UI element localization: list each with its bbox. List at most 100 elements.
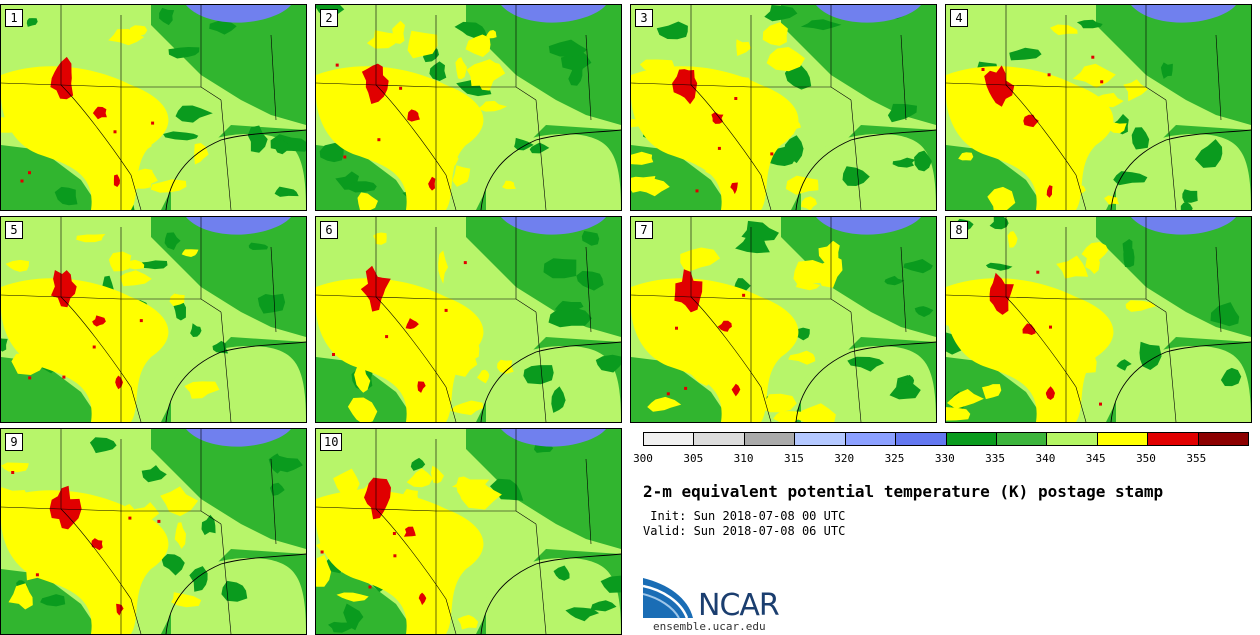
moist-patch (680, 247, 721, 273)
moist-patch (30, 523, 53, 539)
dry-patch (190, 323, 202, 337)
moist-patch (985, 341, 1033, 365)
moist-patch (639, 59, 675, 74)
member-number: 2 (320, 9, 338, 27)
hot-pixel (393, 554, 397, 558)
state-boundary (1005, 296, 1087, 422)
state-boundary (220, 311, 232, 422)
hot-spot (364, 477, 391, 520)
moist-region (316, 66, 484, 210)
dry-patch (247, 125, 268, 153)
colorbar-swatch (644, 433, 694, 445)
gulf-region (486, 346, 621, 422)
ncar-wordmark: NCAR (698, 588, 780, 623)
state-boundary (60, 84, 142, 210)
dry-patch (274, 455, 303, 473)
lake (501, 5, 606, 23)
dry-patch (523, 365, 554, 385)
dry-patch (26, 18, 38, 27)
moist-patch (801, 196, 818, 210)
moist-patch (1049, 24, 1078, 36)
member-number: 3 (635, 9, 653, 27)
dry-region (1096, 5, 1251, 125)
hot-pixel (981, 68, 985, 71)
moist-patch (117, 609, 136, 625)
state-boundary (120, 227, 222, 313)
dry-patch (884, 275, 905, 286)
dry-patch (514, 137, 534, 151)
hot-pixel (320, 550, 324, 554)
moist-patch (110, 137, 140, 150)
state-boundary (270, 246, 277, 333)
colorbar-swatch (693, 433, 744, 445)
dry-patch (887, 103, 917, 123)
moist-patch (373, 232, 387, 245)
moist-patch (169, 293, 185, 307)
dry-patch (892, 157, 916, 168)
hot-spot (403, 526, 416, 537)
coastline (795, 341, 936, 422)
hot-spot (418, 592, 427, 606)
gulf-region (486, 134, 621, 210)
moist-patch (122, 504, 138, 525)
colorbar-swatch (1096, 433, 1148, 445)
hot-pixel (1100, 80, 1104, 84)
moist-patch (150, 179, 187, 193)
init-time: Init: Sun 2018-07-08 00 UTC (643, 509, 846, 523)
hot-pixel (463, 261, 467, 265)
dry-patch (454, 21, 487, 39)
state-boundary (535, 311, 547, 422)
map-canvas (631, 217, 936, 422)
dry-patch (164, 232, 181, 250)
dry-patch (189, 566, 208, 592)
moist-patch (402, 488, 419, 505)
state-boundary (750, 15, 852, 101)
dry-region (946, 145, 1046, 210)
coastline (480, 129, 621, 210)
moist-patch (697, 151, 732, 171)
hot-pixel (62, 375, 66, 379)
dry-patch (553, 565, 570, 581)
moist-patch (477, 59, 498, 91)
stamp-panel-1: 1 (0, 4, 307, 211)
dry-patch (842, 166, 870, 186)
moist-region (316, 278, 484, 422)
moist-patch (631, 151, 654, 165)
moist-patch (455, 357, 466, 372)
dry-patch (600, 575, 621, 593)
moist-patch (316, 499, 338, 513)
state-boundary (1065, 15, 1167, 101)
moist-patch (1104, 195, 1120, 205)
state-boundary (375, 508, 457, 634)
moist-patch (982, 384, 1002, 400)
moist-patch (181, 249, 199, 257)
dry-patch (1160, 62, 1173, 79)
lake (1131, 217, 1236, 235)
moist-patch (108, 29, 145, 46)
hot-pixel (742, 293, 746, 297)
hot-pixel (1049, 325, 1052, 329)
dry-patch (1116, 359, 1132, 371)
hot-spot (1045, 386, 1055, 400)
moist-patch (438, 152, 459, 169)
dry-region (316, 569, 416, 634)
moist-patch (647, 396, 682, 412)
dry-patch (273, 140, 289, 155)
moist-patch (8, 583, 33, 610)
dry-patch (1, 338, 8, 352)
member-number: 5 (5, 221, 23, 239)
coastline (480, 553, 621, 634)
moist-patch (450, 542, 479, 564)
moist-patch (8, 91, 41, 106)
state-boundary (60, 296, 142, 422)
moist-region (946, 66, 1114, 210)
lake (186, 429, 291, 447)
hot-pixel (139, 319, 143, 323)
moist-patch (347, 397, 378, 422)
hot-pixel (28, 171, 31, 175)
hot-pixel (28, 376, 32, 380)
moist-patch (1036, 357, 1064, 384)
colorbar-swatch (995, 433, 1047, 445)
hot-spot (361, 63, 389, 104)
state-boundary (900, 34, 907, 121)
